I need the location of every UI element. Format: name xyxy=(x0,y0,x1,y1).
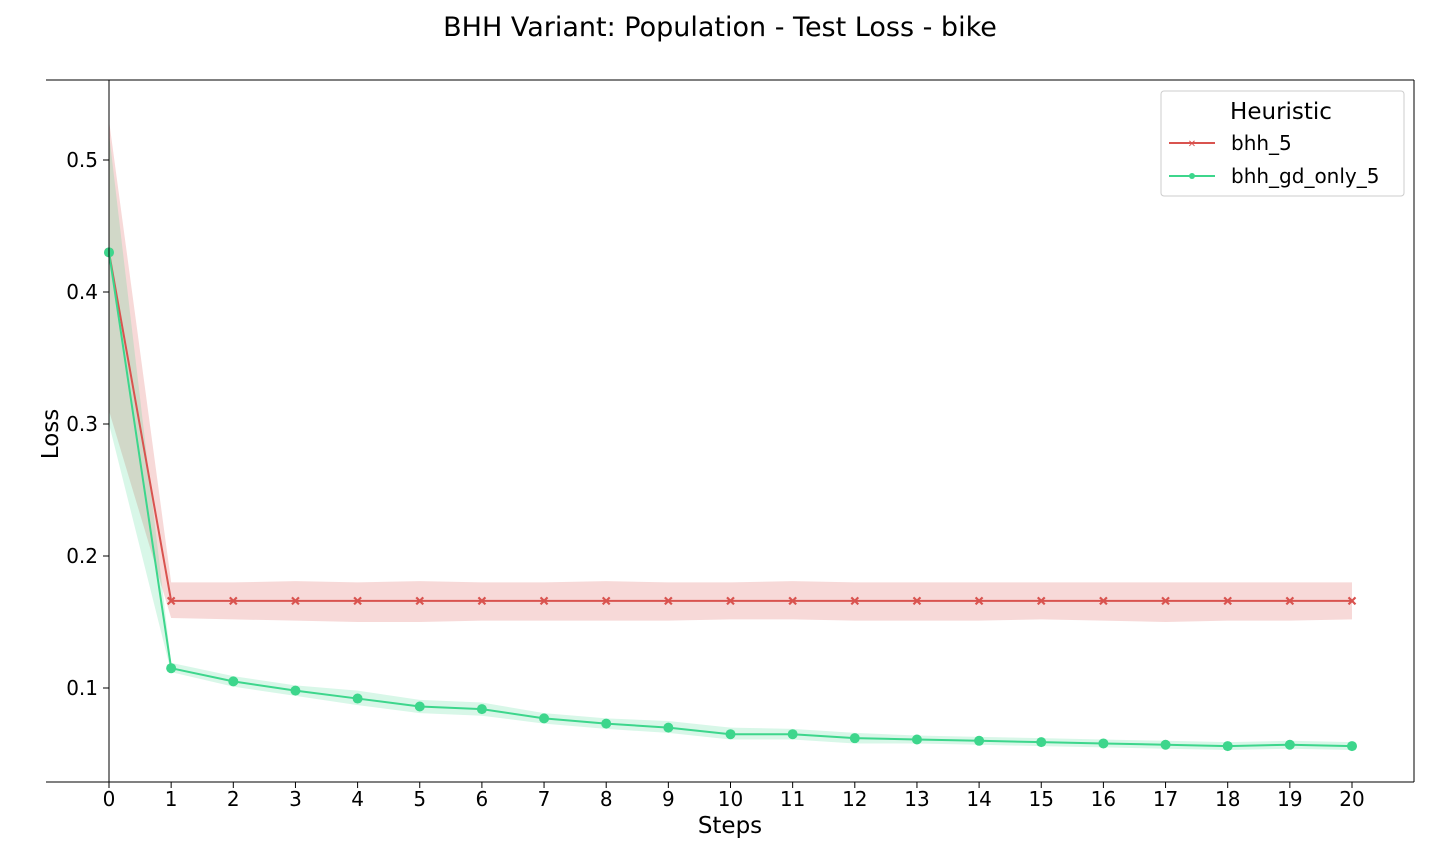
series-line-bhh-5 xyxy=(108,252,1352,602)
data-point-bhh-gd-only-5 xyxy=(601,718,612,729)
x-tick-label: 13 xyxy=(904,787,929,811)
legend-label-bhh-5: bhh_5 xyxy=(1231,131,1292,155)
y-ticks: 0.1 0.2 0.3 0.4 0.5 xyxy=(66,148,109,700)
series-markers xyxy=(104,247,1357,752)
x-tick-label: 8 xyxy=(600,787,613,811)
data-point-bhh-gd-only-5 xyxy=(539,713,550,724)
data-point-bhh-5 xyxy=(664,596,673,606)
legend-label-bhh-gd-only-5: bhh_gd_only_5 xyxy=(1231,164,1379,188)
data-point-bhh-5 xyxy=(1347,596,1357,606)
x-tick-label: 17 xyxy=(1153,787,1178,811)
data-point-bhh-gd-only-5 xyxy=(414,701,425,712)
x-axis-label: Steps xyxy=(698,813,762,839)
data-point-bhh-gd-only-5 xyxy=(166,663,177,674)
data-point-bhh-5 xyxy=(1161,596,1170,606)
x-tick-label: 3 xyxy=(289,787,302,811)
y-tick-label: 0.5 xyxy=(66,148,98,172)
data-point-bhh-5 xyxy=(850,596,860,606)
data-point-bhh-gd-only-5 xyxy=(849,733,860,744)
data-point-bhh-gd-only-5 xyxy=(1098,738,1109,749)
y-axis-label: Loss xyxy=(38,409,64,459)
x-tick-label: 12 xyxy=(842,787,867,811)
x-tick-label: 19 xyxy=(1277,787,1302,811)
x-tick-label: 11 xyxy=(780,787,805,811)
data-point-bhh-gd-only-5 xyxy=(1284,739,1295,750)
data-point-bhh-gd-only-5 xyxy=(1222,741,1233,752)
data-point-bhh-gd-only-5 xyxy=(974,735,985,746)
data-point-bhh-5 xyxy=(726,596,735,606)
data-point-bhh-5 xyxy=(788,596,797,606)
x-tick-label: 9 xyxy=(662,787,675,811)
x-tick-label: 14 xyxy=(966,787,991,811)
x-tick-label: 5 xyxy=(413,787,426,811)
x-tick-label: 2 xyxy=(227,787,240,811)
data-point-bhh-5 xyxy=(1285,596,1295,606)
confidence-bands xyxy=(109,120,1352,751)
x-tick-label: 1 xyxy=(165,787,178,811)
data-point-bhh-5 xyxy=(477,596,487,606)
y-tick-label: 0.4 xyxy=(66,280,98,304)
data-point-bhh-5 xyxy=(912,596,922,606)
data-point-bhh-gd-only-5 xyxy=(787,729,798,740)
data-point-bhh-gd-only-5 xyxy=(1160,739,1171,750)
data-point-bhh-gd-only-5 xyxy=(476,704,487,715)
chart-title: BHH Variant: Population - Test Loss - bi… xyxy=(443,12,997,43)
data-point-bhh-gd-only-5 xyxy=(663,722,674,733)
y-tick-label: 0.1 xyxy=(66,676,98,700)
x-tick-label: 4 xyxy=(351,787,364,811)
legend-marker-bhh-5: ✕ xyxy=(1188,139,1196,150)
y-tick-label: 0.3 xyxy=(66,412,98,436)
x-tick-label: 6 xyxy=(476,787,489,811)
data-point-bhh-gd-only-5 xyxy=(725,729,736,740)
data-point-bhh-5 xyxy=(1099,596,1108,606)
x-tick-label: 16 xyxy=(1091,787,1116,811)
x-tick-label: 0 xyxy=(103,787,116,811)
x-tick-label: 10 xyxy=(718,787,743,811)
data-point-bhh-5 xyxy=(539,596,549,606)
data-point-bhh-gd-only-5 xyxy=(911,734,922,745)
data-point-bhh-gd-only-5 xyxy=(352,693,363,704)
data-point-bhh-5 xyxy=(229,596,238,606)
x-tick-label: 7 xyxy=(538,787,551,811)
x-ticks: 0 1 2 3 4 5 6 7 8 9 10 11 12 13 14 15 16 17 18 19 20 xyxy=(103,782,1365,811)
y-tick-label: 0.2 xyxy=(66,544,98,568)
data-point-bhh-5 xyxy=(601,596,611,606)
data-point-bhh-gd-only-5 xyxy=(228,676,239,687)
x-tick-label: 18 xyxy=(1215,787,1240,811)
data-point-bhh-5 xyxy=(415,596,425,606)
data-point-bhh-5 xyxy=(166,596,176,606)
confidence-band-bhh-gd-only-5 xyxy=(109,133,1352,751)
data-point-bhh-5 xyxy=(291,596,300,606)
data-point-bhh-5 xyxy=(1036,596,1046,606)
data-point-bhh-5 xyxy=(974,596,984,606)
series-lines xyxy=(108,252,1353,748)
legend-box xyxy=(1160,90,1405,197)
data-point-bhh-gd-only-5 xyxy=(290,685,301,696)
x-tick-label: 20 xyxy=(1339,787,1364,811)
series-line-bhh-gd-only-5 xyxy=(108,252,1353,748)
data-point-bhh-5 xyxy=(1223,596,1232,606)
legend-title: Heuristic xyxy=(1230,99,1332,125)
data-point-bhh-gd-only-5 xyxy=(1347,741,1357,752)
data-point-bhh-5 xyxy=(353,596,362,606)
data-point-bhh-gd-only-5 xyxy=(1036,737,1047,748)
x-tick-label: 15 xyxy=(1029,787,1054,811)
legend: Heuristic ✕ bhh_5 bhh_gd_only_5 xyxy=(1160,90,1405,197)
legend-marker-bhh-gd-only-5 xyxy=(1189,173,1195,179)
